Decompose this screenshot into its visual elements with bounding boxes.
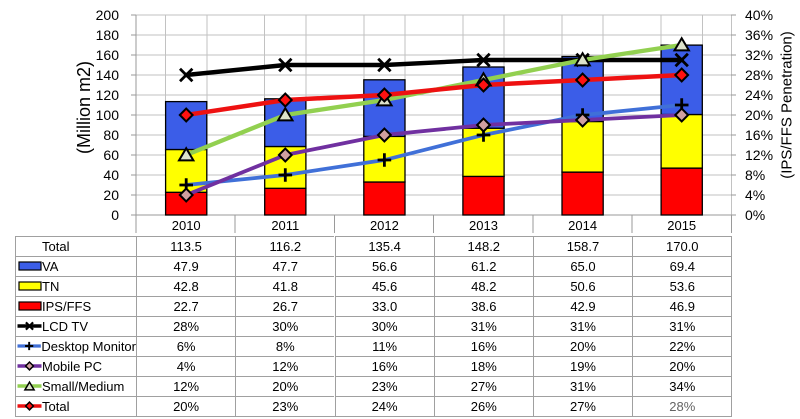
svg-text:180: 180 [96,27,120,43]
svg-text:140: 140 [96,67,120,83]
svg-text:20: 20 [103,187,119,203]
svg-text:100: 100 [96,107,120,123]
svg-text:2011: 2011 [271,218,299,233]
svg-text:(Million m2): (Million m2) [74,61,94,154]
svg-text:80: 80 [103,127,119,143]
svg-text:120: 120 [96,87,120,103]
svg-text:40%: 40% [745,7,773,23]
svg-text:2014: 2014 [568,218,597,233]
svg-text:28%: 28% [745,67,773,83]
svg-text:36%: 36% [745,27,773,43]
svg-text:24%: 24% [745,87,773,103]
svg-text:0%: 0% [745,207,765,223]
svg-text:16%: 16% [745,127,773,143]
svg-text:20%: 20% [745,107,773,123]
svg-text:8%: 8% [745,167,765,183]
svg-text:160: 160 [96,47,120,63]
svg-text:2015: 2015 [667,218,696,233]
svg-text:12%: 12% [745,147,773,163]
svg-text:32%: 32% [745,47,773,63]
svg-text:40: 40 [103,167,119,183]
svg-text:2010: 2010 [172,218,201,233]
svg-text:200: 200 [96,7,120,23]
svg-text:(IPS/FFS Penetration): (IPS/FFS Penetration) [779,31,796,179]
svg-text:0: 0 [111,207,119,223]
svg-text:2012: 2012 [370,218,399,233]
svg-text:2013: 2013 [469,218,498,233]
svg-text:4%: 4% [745,187,765,203]
svg-text:60: 60 [103,147,119,163]
